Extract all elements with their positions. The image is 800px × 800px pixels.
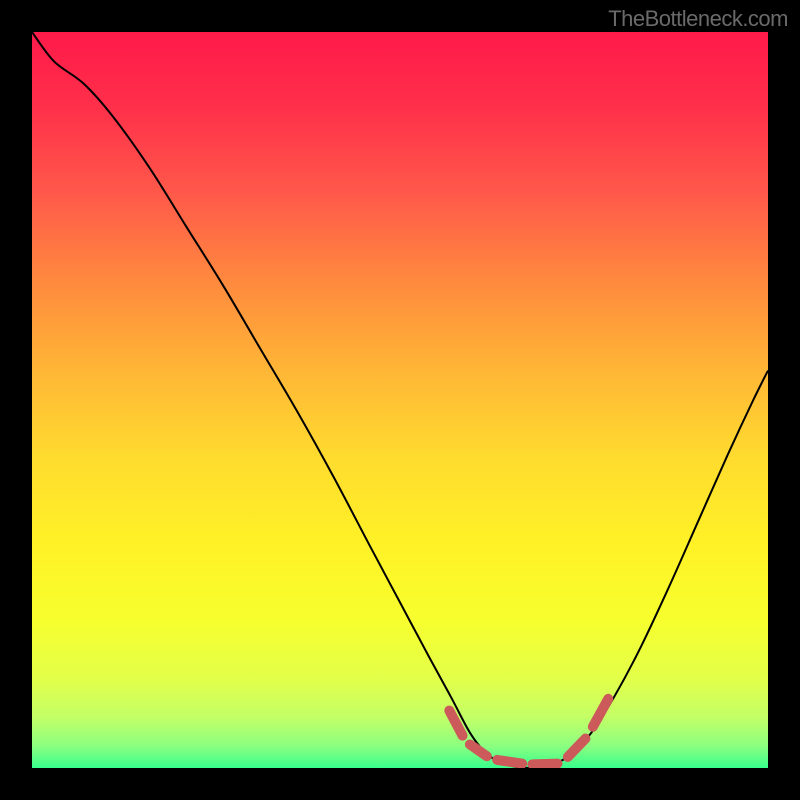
- plot-area: [32, 32, 768, 768]
- attribution-text: TheBottleneck.com: [608, 6, 788, 32]
- chart-curve: [32, 32, 768, 768]
- bottleneck-curve: [32, 32, 768, 768]
- curve-tick-marks: [449, 699, 608, 765]
